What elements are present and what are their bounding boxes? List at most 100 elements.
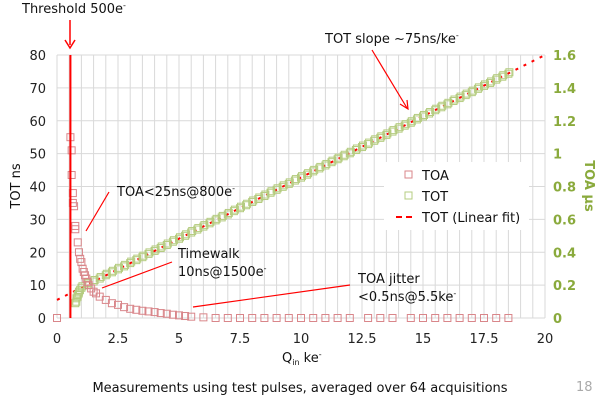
y2-axis-label: TOA µs: [581, 160, 596, 212]
tot-point: [169, 236, 178, 245]
toa-point: [187, 312, 196, 321]
tot-point: [236, 204, 244, 213]
timewalk-annotation-line1: Timewalk: [177, 247, 240, 262]
tot-point: [474, 83, 483, 92]
y2-tick-label: 0.8: [553, 181, 576, 196]
x-tick-label: 7.5: [230, 332, 251, 347]
timewalk-arrow: [101, 261, 173, 289]
y-axis-label: TOT ns: [9, 163, 24, 209]
tot-point: [480, 81, 488, 90]
y-tick-label: 50: [29, 148, 46, 163]
y2-tick-label: 0.4: [553, 246, 576, 261]
toa-point: [504, 314, 513, 322]
tot-point: [351, 146, 360, 155]
tot-point: [248, 197, 257, 206]
toa-point: [345, 314, 354, 322]
tot-point: [413, 113, 422, 122]
tot-point: [156, 243, 165, 252]
toa-point: [132, 305, 141, 314]
tot-point: [431, 106, 440, 115]
caption: Measurements using test pulses, averaged…: [92, 381, 507, 396]
tot-point: [492, 75, 501, 84]
tot-point: [316, 162, 325, 171]
tot-point: [371, 135, 380, 144]
y-tick-label: 20: [29, 246, 46, 261]
toa-point: [53, 314, 61, 322]
tot-point: [315, 164, 324, 173]
tot-point: [279, 181, 288, 190]
legend-tot-marker: [404, 191, 413, 200]
tot-point: [266, 188, 275, 197]
toa-point: [467, 314, 476, 322]
toa-point: [71, 225, 80, 234]
tot-point: [107, 268, 116, 277]
tot-point: [212, 214, 221, 223]
tot-point: [175, 234, 183, 243]
tot-point: [273, 184, 282, 193]
y-tick-label: 30: [29, 213, 46, 228]
fit-line: [56, 54, 546, 301]
tot-point: [168, 237, 177, 246]
toa-point: [492, 314, 501, 322]
toa-point: [260, 314, 269, 322]
tot-point: [456, 92, 465, 101]
timewalk-annotation-line2: 10ns@1500e-: [178, 264, 267, 280]
tot-point: [358, 143, 366, 152]
slope-annotation: TOT slope ~75ns/ke-: [324, 31, 459, 47]
tot-point: [132, 256, 141, 265]
y2-tick-label: 1.2: [553, 115, 576, 130]
tot-point: [127, 257, 136, 266]
tot-point: [291, 175, 300, 184]
toa-point: [321, 314, 330, 322]
y2-tick-label: 0: [553, 312, 562, 327]
jitter-annotation-line1: TOA jitter: [357, 272, 420, 287]
toa-point: [150, 308, 159, 317]
slope-arrow: [371, 49, 408, 109]
tot-point: [419, 112, 427, 121]
toa-point: [114, 300, 122, 309]
toa-point: [388, 314, 397, 322]
tot-point: [205, 219, 214, 228]
tot-point: [339, 152, 348, 161]
tot-point: [218, 211, 227, 220]
legend-toa-label: TOA: [421, 169, 449, 184]
tot-point: [481, 80, 489, 89]
toa-point: [168, 310, 177, 319]
tot-point: [133, 254, 142, 263]
slope-arrowhead: [399, 99, 409, 111]
x-tick-label: 10: [293, 332, 310, 347]
toa-point: [68, 189, 77, 198]
tot-point: [499, 71, 508, 80]
toa-point: [248, 314, 257, 322]
y-tick-label: 40: [29, 181, 46, 196]
toa-point: [211, 314, 220, 322]
tot-point: [267, 187, 276, 196]
toa-point: [107, 299, 116, 308]
tot-point: [206, 217, 215, 226]
toa-point: [431, 314, 440, 322]
tot-point: [449, 97, 458, 106]
toa-point: [120, 303, 129, 312]
toa-arrow: [85, 191, 110, 232]
tot-point: [498, 72, 507, 81]
x-tick-label: 2.5: [108, 332, 129, 347]
tot-point: [437, 103, 446, 112]
tot-point: [194, 224, 203, 233]
tot-point: [450, 95, 459, 104]
tot-point: [101, 271, 110, 280]
toa-point: [138, 306, 147, 315]
toa-point: [144, 307, 153, 316]
toa-point: [333, 314, 342, 322]
y2-tick-label: 0.2: [553, 279, 576, 294]
tot-point: [144, 249, 153, 258]
tot-point: [388, 127, 397, 136]
tot-point: [310, 165, 319, 174]
tot-point: [359, 141, 367, 150]
legend-box: [384, 162, 529, 230]
y2-tick-label: 1: [553, 148, 562, 163]
y-tick-label: 0: [38, 312, 46, 327]
toa-point: [181, 312, 190, 321]
toa-point: [480, 314, 488, 322]
toa-point: [297, 314, 305, 322]
toa-point: [455, 314, 464, 322]
